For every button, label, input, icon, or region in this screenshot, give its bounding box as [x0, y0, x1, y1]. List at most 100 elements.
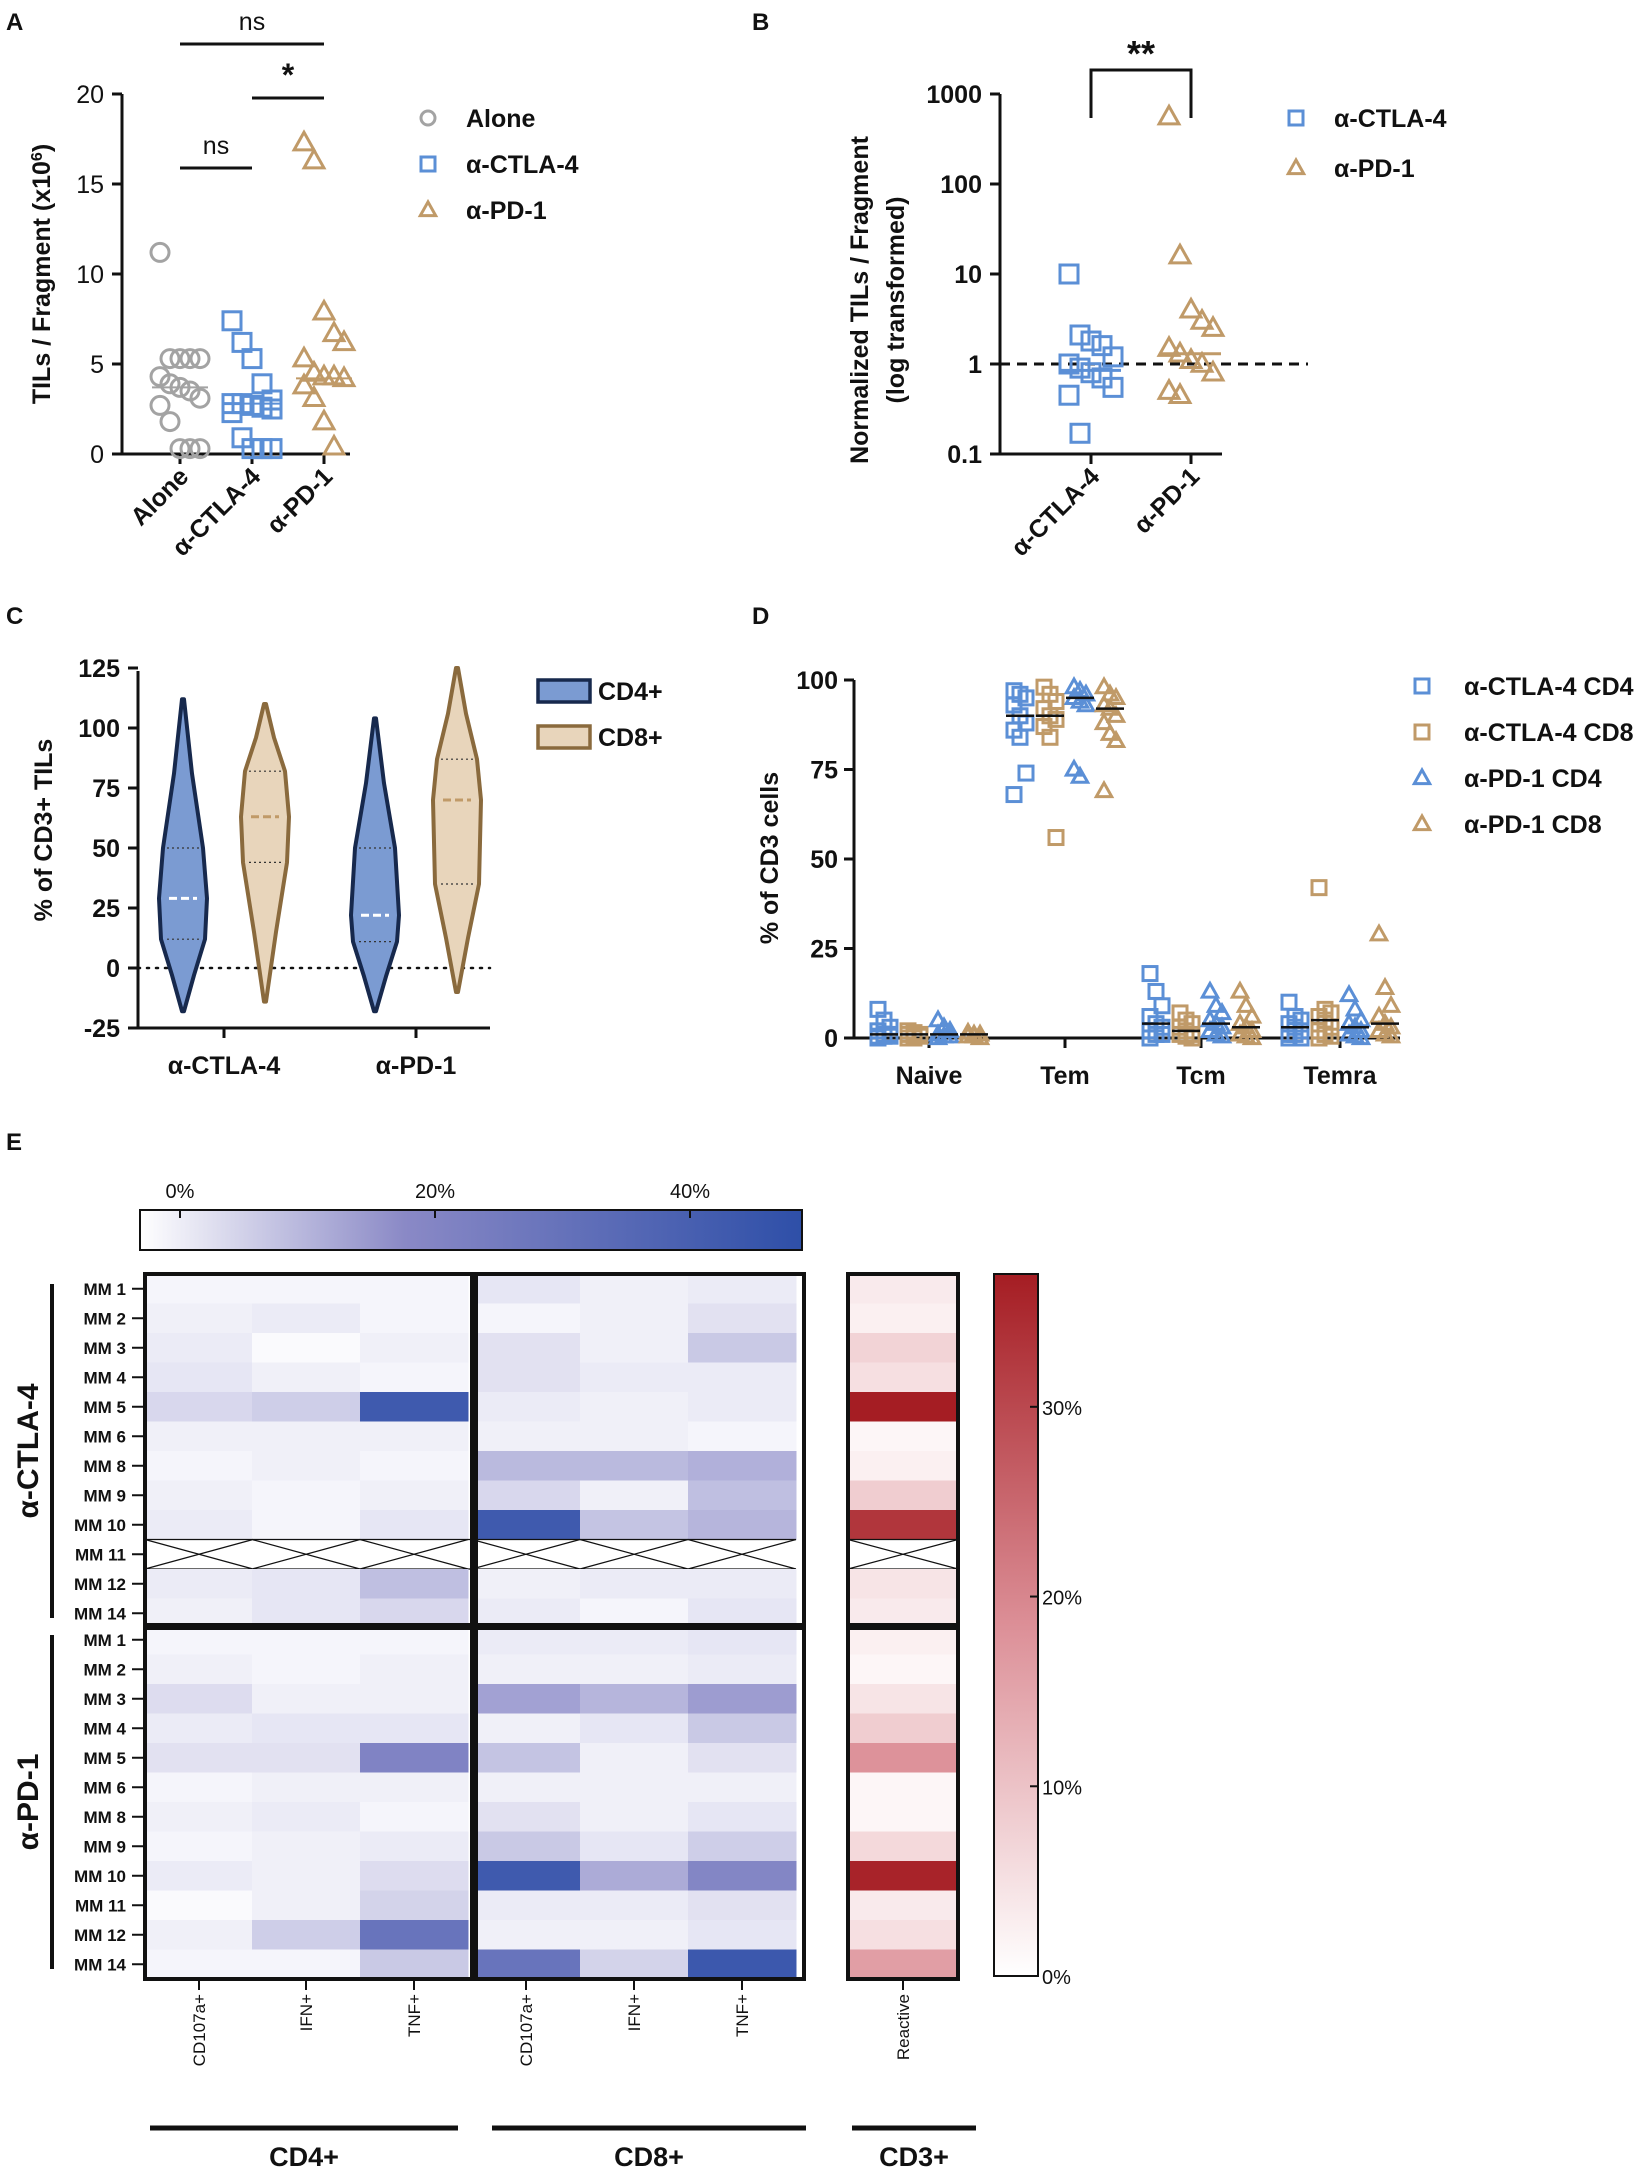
heatmap-missing-cross [471, 1538, 581, 1570]
panel-a: A 0 5 10 15 20 Alone α-CTLA-4 α-PD-1 ns * ns T… [6, 8, 579, 562]
heatmap-row-label: MM 4 [84, 1719, 127, 1738]
heatmap-cell-ctla4 [145, 1392, 254, 1422]
panel-d-point-triangle [969, 1026, 991, 1046]
heatmap-row-label: MM 2 [84, 1309, 127, 1328]
panel-a-y-tick-label: 10 [76, 261, 104, 289]
heatmap-cell-pd1 [252, 1654, 361, 1685]
heatmap-row-label: MM 5 [84, 1398, 127, 1417]
blue-colorbar [139, 1209, 803, 1251]
panel-d-legend-label: α-PD-1 CD8 [1464, 811, 1602, 839]
panel-b-x-tick-label: α-CTLA-4 [1006, 462, 1105, 561]
heatmap-cell-pd1 [252, 1713, 361, 1744]
panel-d-point-square [881, 1027, 899, 1045]
panel-a-point-circle [189, 438, 211, 460]
panel-a-point-square [241, 348, 263, 370]
heatmap-reactive-cell-pd1 [848, 1861, 958, 1891]
heatmap-cell-ctla4 [580, 1451, 689, 1481]
panel-c-x-tick-label: α-CTLA-4 [168, 1052, 281, 1080]
heatmap-row-label: MM 2 [84, 1660, 127, 1679]
panel-d-legend-marker [1413, 677, 1431, 695]
red-colorbar-tick-label: 20% [1042, 1588, 1082, 1610]
heatmap-cell-pd1 [360, 1684, 469, 1714]
panel-a-label: A [6, 9, 23, 36]
panel-a-point-circle [159, 348, 181, 370]
heatmap-frame-cd4 [143, 1272, 478, 1630]
heatmap-reactive-cell-pd1 [848, 1831, 958, 1862]
heatmap-cell-pd1 [252, 1743, 361, 1773]
heatmap-row-label: MM 8 [84, 1457, 127, 1476]
heatmap-reactive-cell-ctla4 [848, 1303, 958, 1334]
panel-b-point-square [1102, 346, 1124, 368]
panel-a-sig-label-3: ns [203, 132, 229, 160]
heatmap-row-label: MM 3 [84, 1690, 127, 1709]
panel-d-legend-label: α-CTLA-4 CD4 [1464, 673, 1634, 701]
panel-a-legend-label: α-CTLA-4 [466, 151, 579, 179]
heatmap-reactive-cell-pd1 [848, 1920, 958, 1950]
panel-c-y-tick-label: 50 [92, 835, 120, 863]
heatmap-reactive-cell-ctla4 [848, 1569, 958, 1599]
panel-a-point-circle [189, 348, 211, 370]
heatmap-cell-ctla4 [252, 1392, 361, 1422]
panel-b-point-square [1069, 357, 1091, 379]
panel-c-y-tick-label: 0 [106, 955, 120, 983]
heatmap-cell-ctla4 [688, 1303, 797, 1334]
heatmap-row-label: MM 9 [84, 1837, 127, 1856]
panel-d-point-triangle [1380, 994, 1402, 1013]
heatmap-reactive-cell-ctla4 [848, 1333, 958, 1363]
heatmap-row-label: MM 1 [84, 1631, 127, 1650]
heatmap-reactive-cell-ctla4 [848, 1480, 958, 1511]
panel-a-legend-label: α-PD-1 [466, 197, 547, 225]
heatmap-cell-pd1 [688, 1713, 797, 1744]
panel-b-point-triangle [1189, 307, 1215, 330]
panel-a-point-triangle [321, 319, 347, 343]
panel-d-legend-label: α-PD-1 CD4 [1464, 765, 1602, 793]
heatmap-cell-pd1 [580, 1772, 689, 1803]
panel-d-point-triangle [1199, 980, 1221, 999]
heatmap-cell-pd1 [580, 1949, 689, 1980]
panel-d-point-square [1147, 982, 1165, 1000]
panel-d-legend-label: α-CTLA-4 CD8 [1464, 719, 1634, 747]
heatmap-cell-pd1 [472, 1713, 581, 1744]
heatmap-cell-pd1 [472, 1743, 581, 1773]
heatmap-cell-ctla4 [360, 1362, 469, 1393]
heatmap-missing-cross [144, 1538, 254, 1570]
panel-a-point-circle [159, 373, 181, 395]
panel-d-y-tick-label: 75 [810, 757, 838, 785]
panel-b-point-square [1069, 422, 1091, 444]
heatmap-frame-cd4 [143, 1623, 478, 1981]
heatmap-cell-ctla4 [472, 1274, 581, 1304]
panel-b-point-triangle [1200, 359, 1226, 382]
panel-d-point-triangle [1211, 1025, 1233, 1044]
panel-d-y-label: % of CD3 cells [756, 772, 784, 944]
panel-c-y-label: % of CD3+ TILs [30, 739, 58, 922]
panel-d-x-tick-label: Tcm [1176, 1062, 1226, 1090]
heatmap-row-label: MM 3 [84, 1339, 127, 1358]
heatmap-reactive-cell-pd1 [848, 1684, 958, 1714]
heatmap-cell-pd1 [145, 1831, 254, 1862]
heatmap-cell-ctla4 [688, 1569, 797, 1599]
heatmap-cell-ctla4 [472, 1480, 581, 1511]
heatmap-cell-pd1 [580, 1743, 689, 1773]
heatmap-cell-ctla4 [580, 1303, 689, 1334]
panel-d: D 0 25 50 75 100 Naive Tem Tcm Temra % of CD3 c… [752, 603, 1634, 1090]
heatmap-reactive-cell-pd1 [848, 1743, 958, 1773]
panel-d-point-triangle [1063, 758, 1085, 777]
heatmap-reactive-cell-ctla4 [848, 1510, 958, 1540]
panel-c-violin [349, 716, 401, 1014]
panel-d-point-square [1280, 993, 1298, 1011]
panel-d-y-tick-label: 100 [796, 667, 838, 695]
heatmap-reactive-cell-ctla4 [848, 1392, 958, 1422]
heatmap-cell-ctla4 [360, 1333, 469, 1363]
panel-b-x-tick-label: α-PD-1 [1128, 462, 1205, 539]
panel-c-y-tick-label: 100 [78, 715, 120, 743]
panel-b-point-triangle [1167, 242, 1193, 265]
panel-a-point-triangle [291, 372, 317, 395]
panel-d-point-triangle [1235, 994, 1257, 1013]
heatmap-cell-ctla4 [688, 1333, 797, 1363]
heatmap-reactive-cell-pd1 [848, 1772, 958, 1803]
heatmap-reactive-cell-pd1 [848, 1890, 958, 1921]
panel-c-legend-swatch [536, 678, 592, 704]
panel-d-point-triangle [1105, 704, 1127, 723]
heatmap-cell-ctla4 [252, 1451, 361, 1481]
panel-b-point-square [1091, 335, 1113, 357]
